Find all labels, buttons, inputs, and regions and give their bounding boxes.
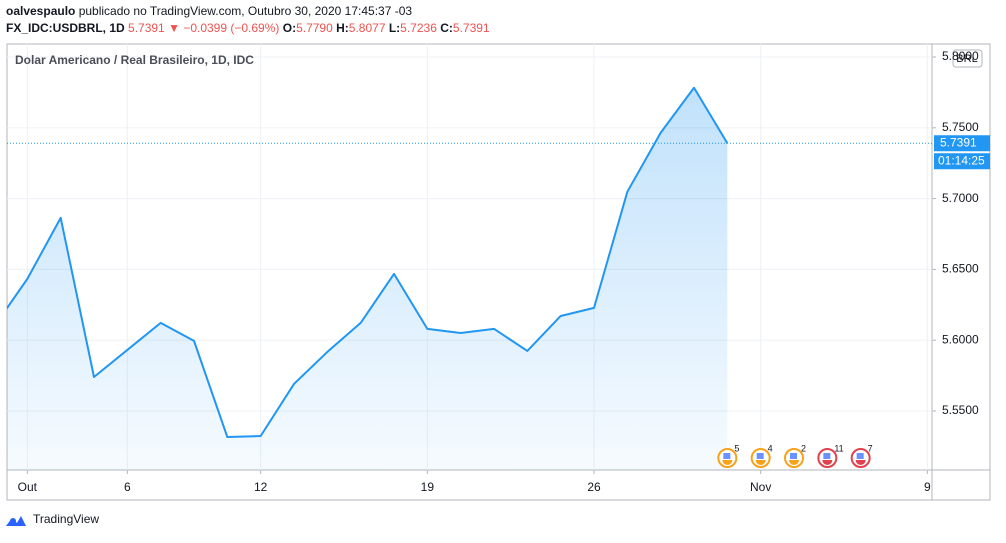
y-tick-label: 5.7000 xyxy=(942,191,979,205)
x-tick-label: 12 xyxy=(254,480,268,494)
brand: TradingView xyxy=(33,512,99,526)
area xyxy=(7,87,728,470)
ohlc-value: 5.7790 xyxy=(296,21,333,35)
event-bars xyxy=(723,453,731,459)
last-price-badge xyxy=(934,135,990,152)
ohlc-value: 5.7391 xyxy=(453,21,490,35)
ohlc-key: L: xyxy=(389,21,400,35)
currency: BRL xyxy=(956,53,977,65)
x-tick-label: 19 xyxy=(421,480,435,494)
line xyxy=(7,86,729,439)
event-flag xyxy=(722,460,733,465)
event-bars xyxy=(790,453,797,459)
y-tick-label: 5.5500 xyxy=(942,403,979,417)
countdown-badge xyxy=(934,153,990,170)
event-flag xyxy=(789,460,799,465)
x-tick-label: 9 xyxy=(924,480,931,494)
event-bars xyxy=(856,453,864,459)
chart-title: Dolar Americano / Real Brasileiro, 1D, I… xyxy=(15,53,254,67)
event-bars xyxy=(823,453,831,459)
x-tick-label: Nov xyxy=(750,480,771,494)
arrow: ▼ xyxy=(168,21,180,35)
ohlc-key: H: xyxy=(336,21,349,35)
event-count: 2 xyxy=(801,443,806,453)
symbol: FX_IDC:USDBRL, 1D xyxy=(6,21,125,35)
event-count: 7 xyxy=(868,443,873,453)
event-flag xyxy=(855,460,866,465)
header-line-1: oalvespaulo publicado no TradingView.com… xyxy=(6,4,412,18)
ohlc-key: C: xyxy=(440,21,453,35)
overlay: 5.7391 01:14:25 BRL xyxy=(934,49,990,170)
event-count: 4 xyxy=(768,443,773,453)
last-price-label: 5.7391 xyxy=(940,135,977,149)
event-flag xyxy=(755,460,766,465)
x-tick-label: Out xyxy=(18,480,38,494)
price: 5.7391 xyxy=(128,21,165,35)
plot xyxy=(7,44,932,470)
event-bars xyxy=(756,453,764,459)
x-tick-label: 26 xyxy=(587,480,601,494)
event-count: 11 xyxy=(834,443,843,453)
y-tick-label: 5.7500 xyxy=(942,120,979,134)
ohlc-value: 5.7236 xyxy=(400,21,437,35)
published: publicado no TradingView.com, Outubro 30… xyxy=(79,4,413,18)
countdown: 01:14:25 xyxy=(938,153,985,167)
header-line-2: FX_IDC:USDBRL, 1D 5.7391 ▼ −0.0399 (−0.6… xyxy=(6,21,490,35)
ohlc-value: 5.8077 xyxy=(349,21,386,35)
user: oalvespaulo xyxy=(6,4,75,18)
y-tick-label: 5.6500 xyxy=(942,262,979,276)
ohlc-key: O: xyxy=(283,21,296,35)
y-tick-label: 5.6000 xyxy=(942,332,979,346)
currency-badge xyxy=(952,49,983,68)
y-tick-label: 5.8000 xyxy=(942,49,979,63)
event-count: 5 xyxy=(734,443,739,453)
x-tick-label: 6 xyxy=(124,480,131,494)
frame xyxy=(6,43,991,501)
event-flag xyxy=(822,460,833,465)
logo xyxy=(6,516,26,526)
change: −0.0399 (−0.69%) xyxy=(183,21,279,35)
